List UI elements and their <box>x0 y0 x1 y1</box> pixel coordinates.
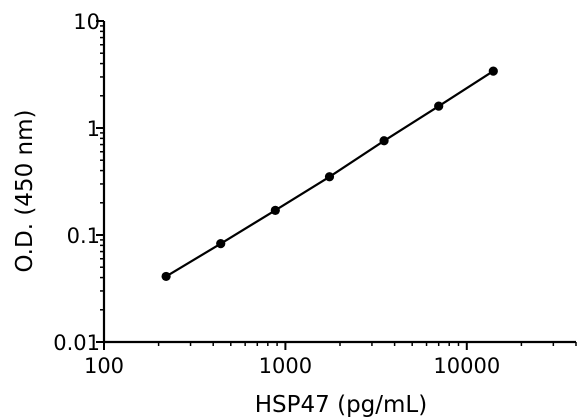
data-point <box>161 271 171 282</box>
x-tick-label: 100 <box>84 354 124 378</box>
data-point <box>379 136 389 146</box>
x-tick-label: 10000 <box>433 354 500 378</box>
y-axis-title: O.D. (450 nm) <box>12 110 38 273</box>
data-point <box>434 101 444 111</box>
y-tick-label: 10 <box>73 10 100 34</box>
y-axis: 0.01 0.1 1 10 <box>53 10 106 355</box>
data-point <box>216 239 226 249</box>
x-axis: 100 1000 10000 <box>84 340 577 378</box>
data-point <box>324 172 335 182</box>
y-tick-label: 0.1 <box>67 224 100 248</box>
data-point <box>488 66 498 76</box>
x-tick-label: 1000 <box>259 354 312 378</box>
data-point <box>270 205 280 215</box>
y-tick-label: 0.01 <box>53 331 100 355</box>
y-tick-label: 1 <box>87 117 100 141</box>
plot-area <box>161 66 498 282</box>
x-axis-title: HSP47 (pg/mL) <box>255 392 427 418</box>
